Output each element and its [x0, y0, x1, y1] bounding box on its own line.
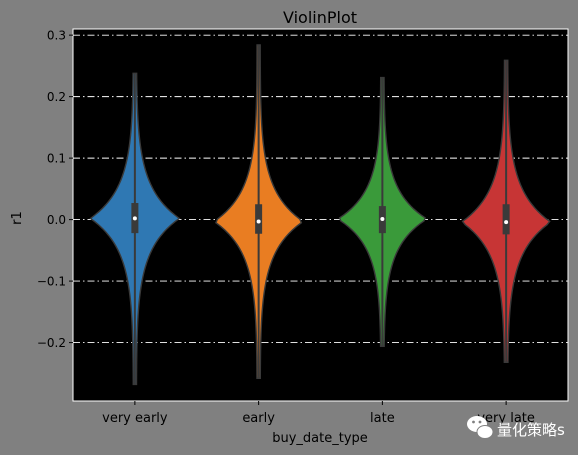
violin-early: [215, 44, 303, 379]
violin-very-late: [461, 59, 551, 363]
x-tick-label: very late: [477, 411, 535, 426]
violin-median: [504, 220, 509, 225]
x-tick-label: early: [242, 411, 275, 426]
y-tick-label: 0.3: [47, 29, 66, 43]
y-tick-label: 0.1: [47, 152, 66, 166]
y-axis-ticks: 0.3 0.2 0.1 0.0 −0.1 −0.2: [37, 29, 73, 350]
watermark-text: 量化策略s: [497, 421, 565, 439]
violin-iqr-box: [255, 204, 263, 234]
x-tick-label: late: [370, 411, 395, 426]
violin-median: [132, 216, 137, 221]
y-axis-label: r1: [10, 211, 25, 225]
y-gridlines: [73, 34, 568, 344]
y-tick-label: −0.1: [37, 275, 66, 289]
chart-title: ViolinPlot: [283, 8, 357, 27]
watermark: 量化策略s: [467, 416, 565, 439]
violin-very-early: [89, 72, 181, 386]
violin-late: [338, 76, 427, 347]
wechat-icon: [467, 416, 494, 439]
x-axis-ticks: very early early late very late: [102, 401, 535, 426]
violins: [89, 44, 551, 386]
violin-median: [256, 219, 261, 224]
x-axis-label: buy_date_type: [272, 431, 368, 446]
violin-median: [380, 216, 385, 221]
x-tick-label: very early: [102, 411, 168, 426]
y-tick-label: −0.2: [37, 336, 66, 350]
y-tick-label: 0.0: [47, 213, 66, 227]
y-tick-label: 0.2: [47, 90, 66, 104]
violin-iqr-box: [502, 204, 510, 235]
